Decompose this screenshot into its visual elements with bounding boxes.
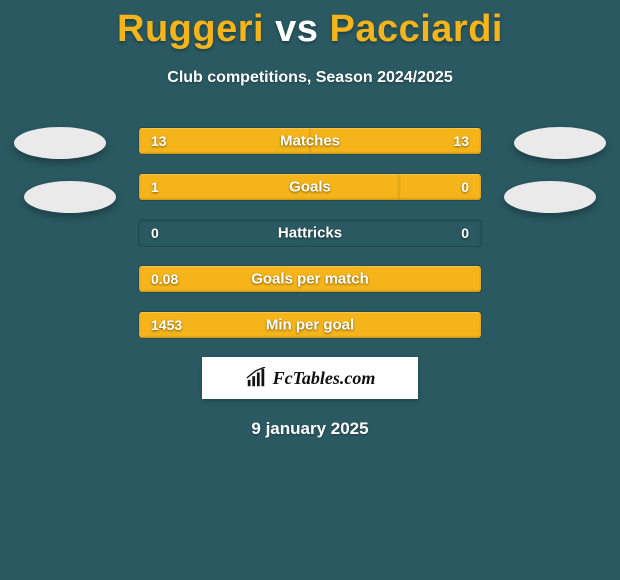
stats-area: 13 13 Matches 1 0 Goals 0 0 Hattricks 0.08 Goals p…	[0, 127, 620, 339]
stat-label: Matches	[280, 133, 340, 150]
stat-label: Goals	[289, 179, 331, 196]
stat-value-left: 1	[151, 179, 159, 195]
stat-label: Goals per match	[251, 271, 369, 288]
stat-label: Hattricks	[278, 225, 342, 242]
player2-avatar-bottom	[504, 181, 596, 213]
stat-value-right: 0	[461, 179, 469, 195]
date-text: 9 january 2025	[0, 419, 620, 439]
stat-row: 1 0 Goals	[138, 173, 482, 201]
stat-fill-left	[139, 174, 399, 200]
player2-avatar-top	[514, 127, 606, 159]
player1-avatar-top	[14, 127, 106, 159]
logo-text: FcTables.com	[245, 367, 376, 389]
stat-label: Min per goal	[266, 317, 354, 334]
logo-label: FcTables.com	[273, 368, 376, 389]
stat-value-left: 0.08	[151, 271, 178, 287]
stat-row: 1453 Min per goal	[138, 311, 482, 339]
stat-value-right: 13	[453, 133, 469, 149]
stat-row: 13 13 Matches	[138, 127, 482, 155]
vs-text: vs	[275, 8, 318, 50]
stat-value-right: 0	[461, 225, 469, 241]
stat-value-left: 1453	[151, 317, 182, 333]
player2-name: Pacciardi	[329, 8, 503, 50]
subtitle: Club competitions, Season 2024/2025	[0, 69, 620, 87]
stat-bars-container: 13 13 Matches 1 0 Goals 0 0 Hattricks 0.08 Goals p…	[0, 127, 620, 339]
stat-value-left: 0	[151, 225, 159, 241]
stat-row: 0.08 Goals per match	[138, 265, 482, 293]
chart-icon	[245, 367, 267, 389]
page-title: Ruggeri vs Pacciardi	[0, 0, 620, 51]
stat-row: 0 0 Hattricks	[138, 219, 482, 247]
stat-value-left: 13	[151, 133, 167, 149]
player1-avatar-bottom	[24, 181, 116, 213]
player1-name: Ruggeri	[117, 8, 264, 50]
logo-box: FcTables.com	[202, 357, 418, 399]
